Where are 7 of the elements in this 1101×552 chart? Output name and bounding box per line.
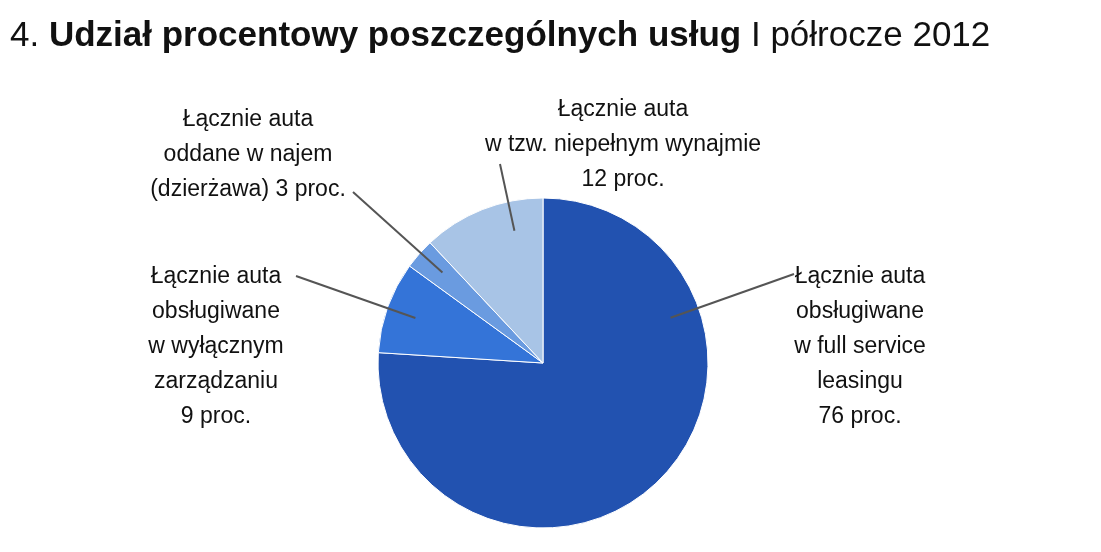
pie-slice [377, 197, 709, 529]
slice-label: Łącznie auta obsługiwane w full service leasingu 76 proc. [793, 262, 926, 428]
slice-label: Łącznie auta oddane w najem (dzierżawa) 3 proc. [150, 105, 346, 201]
slice-label: Łącznie auta w tzw. niepełnym wynajmie 12 proc. [483, 95, 762, 191]
slice-label: Łącznie auta obsługiwane w wyłącznym zarządzaniu 9 proc. [147, 262, 284, 428]
chart-title: 4. Udział procentowy poszczególnych usług [10, 14, 742, 53]
chart-subtitle: I półrocze 2012 [741, 14, 991, 53]
